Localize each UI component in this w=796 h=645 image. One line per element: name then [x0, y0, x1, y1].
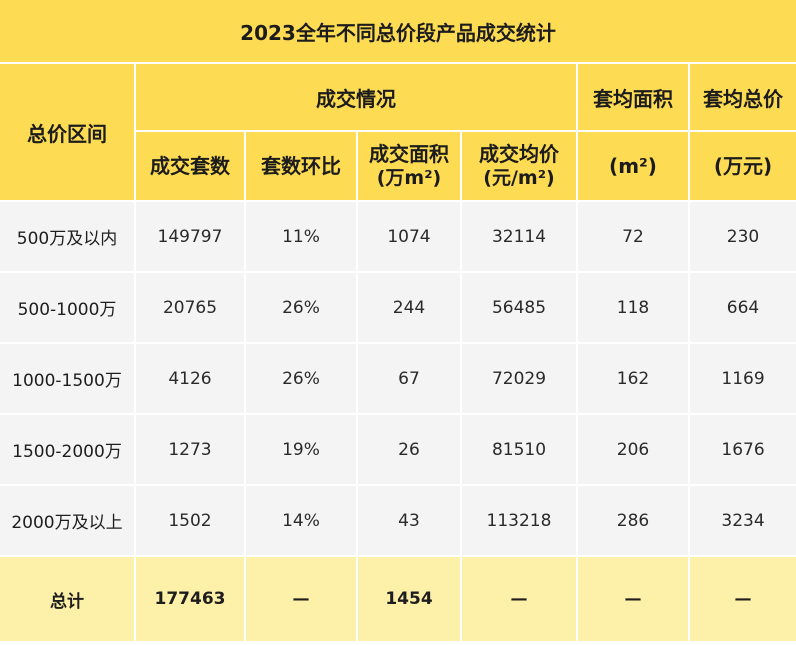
cell-deal-area: 1074: [358, 202, 462, 273]
cell-avg-price: 81510: [462, 415, 578, 486]
header-avg-total: 套均总价: [690, 64, 796, 132]
cell-mom-units: 14%: [246, 486, 358, 557]
cell-mom-units: 26%: [246, 344, 358, 415]
cell-deal-area: 67: [358, 344, 462, 415]
cell-deal-units: 149797: [136, 202, 246, 273]
row-label: 500-1000万: [0, 273, 136, 344]
header-avg-price-label: 成交均价: [479, 142, 559, 166]
cell-deal-area: 43: [358, 486, 462, 557]
cell-avg-total: 1676: [690, 415, 796, 486]
header-deal-area-unit: (万m²): [376, 167, 442, 189]
cell-avg-price: 113218: [462, 486, 578, 557]
header-mom-units: 套数环比: [246, 132, 358, 202]
cell-deal-units: 1273: [136, 415, 246, 486]
table-row: 1000-1500万 4126 26% 67 72029 162 1169: [0, 344, 796, 415]
table-row: 500-1000万 20765 26% 244 56485 118 664: [0, 273, 796, 344]
total-deal-area: 1454: [358, 557, 462, 641]
cell-avg-price: 32114: [462, 202, 578, 273]
cell-avg-area: 206: [578, 415, 690, 486]
cell-avg-total: 1169: [690, 344, 796, 415]
cell-avg-total: 230: [690, 202, 796, 273]
header-avg-total-unit: (万元): [690, 132, 796, 202]
header-deal-info: 成交情况: [136, 64, 578, 132]
table-row: 1500-2000万 1273 19% 26 81510 206 1676: [0, 415, 796, 486]
row-label: 1000-1500万: [0, 344, 136, 415]
table-title: 2023全年不同总价段产品成交统计: [0, 0, 796, 64]
cell-deal-units: 20765: [136, 273, 246, 344]
total-avg-area: —: [578, 557, 690, 641]
header-avg-area: 套均面积: [578, 64, 690, 132]
total-mom-units: —: [246, 557, 358, 641]
total-deal-units: 177463: [136, 557, 246, 641]
header-avg-area-unit: (m²): [578, 132, 690, 202]
header-avg-price-unit: (元/m²): [483, 167, 555, 189]
table-row: 500万及以内 149797 11% 1074 32114 72 230: [0, 202, 796, 273]
row-label: 500万及以内: [0, 202, 136, 273]
cell-avg-price: 72029: [462, 344, 578, 415]
cell-avg-area: 286: [578, 486, 690, 557]
cell-avg-area: 118: [578, 273, 690, 344]
cell-deal-area: 26: [358, 415, 462, 486]
cell-mom-units: 11%: [246, 202, 358, 273]
header-price-range: 总价区间: [0, 64, 136, 202]
cell-deal-area: 244: [358, 273, 462, 344]
header-deal-area-label: 成交面积: [369, 142, 449, 166]
total-avg-price: —: [462, 557, 578, 641]
table-row: 2000万及以上 1502 14% 43 113218 286 3234: [0, 486, 796, 557]
header-deal-area: 成交面积 (万m²): [358, 132, 462, 202]
cell-avg-price: 56485: [462, 273, 578, 344]
row-label: 2000万及以上: [0, 486, 136, 557]
cell-avg-total: 664: [690, 273, 796, 344]
row-label: 1500-2000万: [0, 415, 136, 486]
cell-mom-units: 19%: [246, 415, 358, 486]
cell-avg-area: 72: [578, 202, 690, 273]
total-row: 总计 177463 — 1454 — — —: [0, 557, 796, 641]
cell-deal-units: 4126: [136, 344, 246, 415]
total-label: 总计: [0, 557, 136, 641]
header-avg-price: 成交均价 (元/m²): [462, 132, 578, 202]
cell-avg-total: 3234: [690, 486, 796, 557]
header-deal-units: 成交套数: [136, 132, 246, 202]
cell-deal-units: 1502: [136, 486, 246, 557]
cell-mom-units: 26%: [246, 273, 358, 344]
cell-avg-area: 162: [578, 344, 690, 415]
total-avg-total: —: [690, 557, 796, 641]
